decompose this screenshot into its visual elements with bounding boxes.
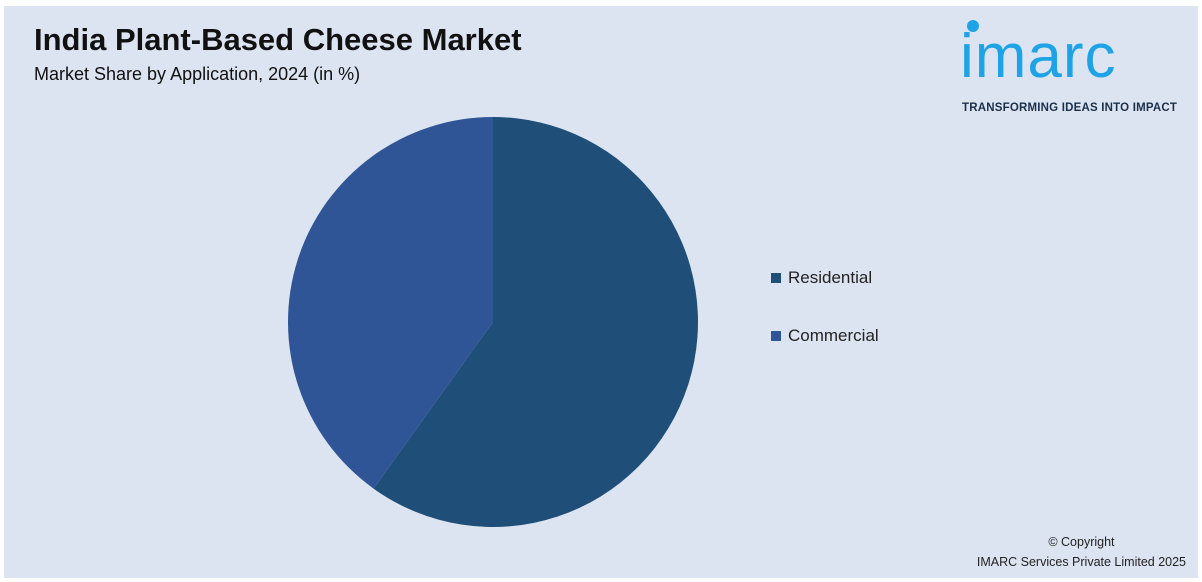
logo-dot-icon <box>967 20 979 32</box>
legend-label: Commercial <box>788 326 879 345</box>
logo-tagline: TRANSFORMING IDEAS INTO IMPACT <box>962 102 1178 114</box>
pie-slice-residential <box>373 117 698 527</box>
chart-subtitle: Market Share by Application, 2024 (in %) <box>34 64 361 84</box>
chart-panel: India Plant-Based Cheese Market Market S… <box>4 6 1198 578</box>
legend-swatch <box>771 331 781 341</box>
legend-item-commercial: Commercial <box>771 326 879 346</box>
logo-wordmark: imarc <box>960 22 1117 91</box>
legend-label: Residential <box>788 268 873 287</box>
copyright-notice: © Copyright IMARC Services Private Limit… <box>977 532 1186 572</box>
pie-chart <box>288 117 698 527</box>
legend-swatch <box>771 273 781 283</box>
copyright-line-2: IMARC Services Private Limited 2025 <box>976 555 1186 569</box>
pie-slice-commercial <box>288 117 493 489</box>
chart-title: India Plant-Based Cheese Market <box>34 22 522 57</box>
copyright-line-1: © Copyright <box>1048 535 1115 549</box>
imarc-logo: imarc TRANSFORMING IDEAS INTO IMPACT <box>960 18 1192 118</box>
legend-item-residential: Residential <box>771 268 872 288</box>
